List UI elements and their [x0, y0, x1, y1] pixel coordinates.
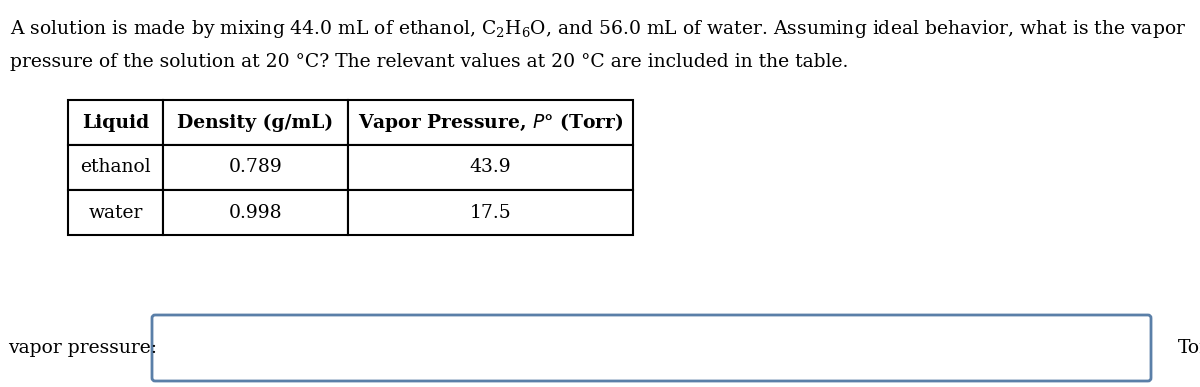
Text: vapor pressure:: vapor pressure:	[8, 339, 157, 357]
Bar	[163, 100, 348, 145]
Bar	[163, 190, 348, 235]
Text: pressure of the solution at 20 °C? The relevant values at 20 °C are included in : pressure of the solution at 20 °C? The r…	[10, 53, 848, 71]
Text: A solution is made by mixing 44.0 mL of ethanol, $\mathregular{C_2H_6O}$, and 56: A solution is made by mixing 44.0 mL of …	[10, 18, 1187, 40]
Text: Liquid: Liquid	[82, 113, 149, 132]
Text: 17.5: 17.5	[469, 204, 511, 221]
Bar	[348, 100, 634, 145]
Text: 0.998: 0.998	[229, 204, 282, 221]
Text: 43.9: 43.9	[469, 159, 511, 176]
Bar	[348, 190, 634, 235]
Text: ethanol: ethanol	[80, 159, 151, 176]
Bar	[348, 145, 634, 190]
Text: 0.789: 0.789	[229, 159, 282, 176]
FancyBboxPatch shape	[152, 315, 1151, 381]
Bar	[163, 145, 348, 190]
Text: water: water	[89, 204, 143, 221]
Bar	[68, 145, 163, 190]
Bar	[68, 100, 163, 145]
Text: Vapor Pressure, $\mathit{P}$° (Torr): Vapor Pressure, $\mathit{P}$° (Torr)	[358, 111, 623, 134]
Bar	[68, 190, 163, 235]
Text: Density (g/mL): Density (g/mL)	[178, 113, 334, 132]
Text: Torr: Torr	[1178, 339, 1200, 357]
